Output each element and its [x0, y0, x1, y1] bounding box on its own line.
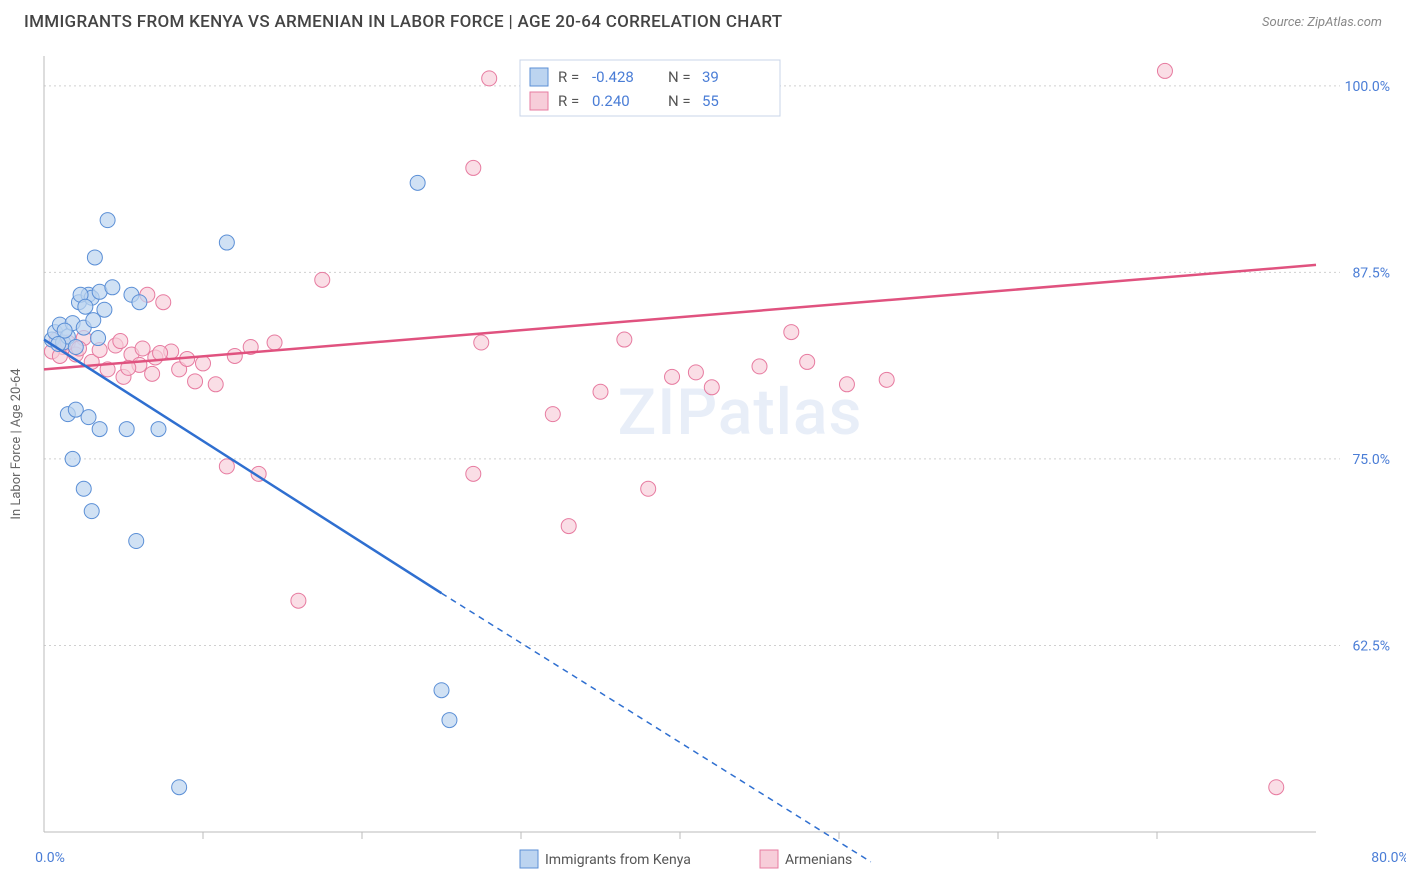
y-axis-title: In Labor Force | Age 20-64 — [9, 368, 24, 520]
stat-n-label: N = — [668, 92, 691, 110]
data-point-kenya — [442, 713, 457, 728]
data-point-kenya — [65, 451, 80, 466]
data-point-armenians — [752, 359, 767, 374]
data-point-kenya — [81, 410, 96, 425]
watermark: ZIPatlas — [618, 375, 863, 450]
data-point-armenians — [188, 374, 203, 389]
data-point-armenians — [267, 335, 282, 350]
data-point-armenians — [291, 593, 306, 608]
data-point-armenians — [593, 384, 608, 399]
data-point-kenya — [78, 299, 93, 314]
data-point-armenians — [800, 354, 815, 369]
data-point-kenya — [86, 313, 101, 328]
data-point-kenya — [172, 780, 187, 795]
data-point-kenya — [219, 235, 234, 250]
x-tick-label-min: 0.0% — [35, 850, 65, 866]
stat-r-value: -0.428 — [592, 68, 634, 86]
data-point-armenians — [466, 466, 481, 481]
chart-svg: 62.5% 75.0% 87.5% 100.0% ZIPatlas 0.0% 80.0% In… — [0, 48, 1406, 892]
stat-swatch — [530, 92, 548, 110]
chart-title: IMMIGRANTS FROM KENYA VS ARMENIAN IN LAB… — [24, 12, 782, 32]
data-point-armenians — [219, 459, 234, 474]
data-point-kenya — [119, 422, 134, 437]
stat-n-label: N = — [668, 68, 691, 86]
trend-line-kenya-dashed — [442, 593, 871, 862]
data-point-armenians — [227, 348, 242, 363]
data-point-armenians — [1269, 780, 1284, 795]
data-point-armenians — [839, 377, 854, 392]
data-point-armenians — [561, 519, 576, 534]
data-point-armenians — [545, 407, 560, 422]
data-point-armenians — [315, 272, 330, 287]
y-tick-label: 87.5% — [1352, 265, 1390, 281]
data-point-armenians — [665, 369, 680, 384]
data-point-kenya — [132, 295, 147, 310]
data-point-armenians — [704, 380, 719, 395]
stat-n-value: 39 — [702, 68, 719, 86]
data-point-kenya — [100, 213, 115, 228]
stat-r-value: 0.240 — [592, 92, 630, 110]
trend-line-kenya — [44, 340, 442, 594]
y-tick-label: 100.0% — [1345, 79, 1390, 95]
data-point-armenians — [466, 160, 481, 175]
data-point-armenians — [135, 341, 150, 356]
data-point-armenians — [482, 71, 497, 86]
data-point-kenya — [87, 250, 102, 265]
y-tick-label: 62.5% — [1352, 638, 1390, 654]
data-point-kenya — [129, 534, 144, 549]
data-point-armenians — [474, 335, 489, 350]
source-attribution: Source: ZipAtlas.com — [1262, 15, 1382, 30]
data-point-armenians — [208, 377, 223, 392]
chart-container: 62.5% 75.0% 87.5% 100.0% ZIPatlas 0.0% 80.0% In… — [0, 48, 1406, 892]
data-point-kenya — [91, 331, 106, 346]
data-point-armenians — [156, 295, 171, 310]
data-point-armenians — [113, 334, 128, 349]
data-point-kenya — [57, 323, 72, 338]
stat-r-label: R = — [558, 92, 579, 110]
data-point-kenya — [92, 422, 107, 437]
data-point-armenians — [145, 366, 160, 381]
data-point-armenians — [784, 325, 799, 340]
data-point-armenians — [1157, 63, 1172, 78]
x-tick-label-max: 80.0% — [1371, 850, 1406, 866]
data-point-armenians — [879, 372, 894, 387]
data-point-kenya — [84, 504, 99, 519]
data-point-armenians — [617, 332, 632, 347]
data-point-armenians — [196, 356, 211, 371]
data-point-kenya — [105, 280, 120, 295]
trend-line-armenians — [44, 265, 1316, 369]
data-point-armenians — [688, 365, 703, 380]
data-point-kenya — [410, 175, 425, 190]
legend-swatch-kenya — [520, 850, 538, 868]
data-point-kenya — [434, 683, 449, 698]
stat-r-label: R = — [558, 68, 579, 86]
stat-swatch — [530, 68, 548, 86]
legend-label-kenya: Immigrants from Kenya — [545, 852, 691, 868]
y-tick-label: 75.0% — [1352, 452, 1390, 468]
data-point-kenya — [151, 422, 166, 437]
legend-label-armenians: Armenians — [785, 852, 852, 868]
legend-swatch-armenians — [760, 850, 778, 868]
stat-n-value: 55 — [702, 92, 719, 110]
data-point-kenya — [68, 340, 83, 355]
data-point-kenya — [76, 481, 91, 496]
data-point-armenians — [641, 481, 656, 496]
